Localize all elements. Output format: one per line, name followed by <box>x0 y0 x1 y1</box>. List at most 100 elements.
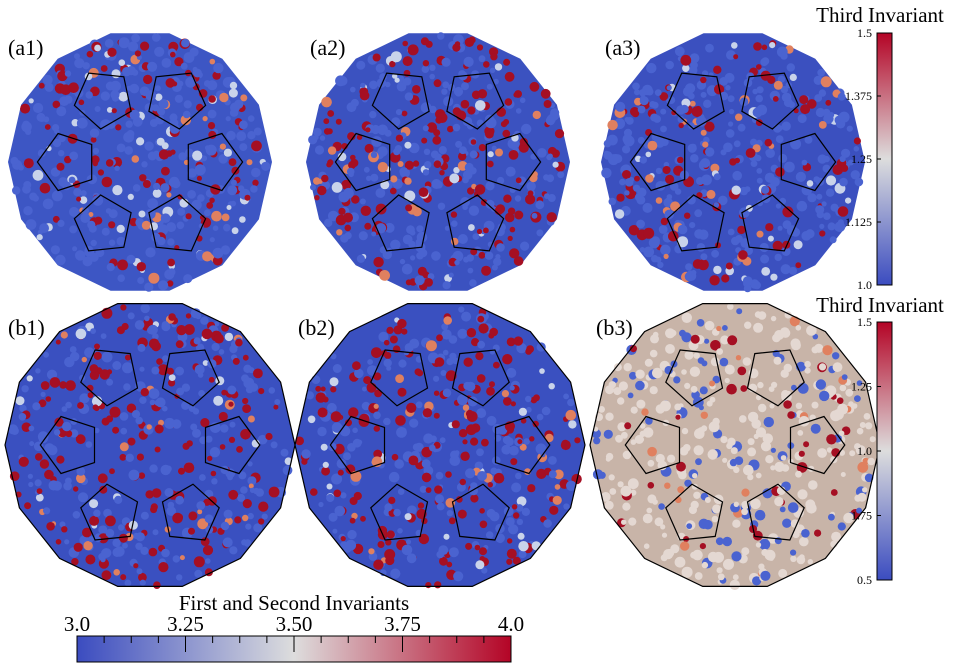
residue <box>236 131 246 141</box>
residue <box>62 422 71 431</box>
residue <box>495 63 502 70</box>
residue <box>406 225 415 234</box>
residue <box>110 90 119 99</box>
residue <box>149 388 160 399</box>
residue <box>229 158 237 166</box>
residue <box>631 407 638 414</box>
residue <box>242 515 248 521</box>
residue <box>675 46 685 56</box>
residue <box>213 248 224 259</box>
residue <box>239 216 246 223</box>
residue <box>694 209 702 217</box>
residue <box>227 185 237 195</box>
residue <box>776 135 784 143</box>
residue <box>744 322 751 329</box>
residue <box>77 402 84 409</box>
residue <box>137 262 146 271</box>
residue <box>221 522 229 530</box>
residue <box>675 557 686 568</box>
residue <box>646 63 656 73</box>
residue <box>301 459 307 465</box>
residue <box>781 264 791 274</box>
residue <box>122 323 129 330</box>
residue <box>39 223 49 233</box>
residue <box>93 510 100 517</box>
residue <box>239 143 247 151</box>
residue <box>352 361 361 370</box>
residue <box>140 304 150 314</box>
residue <box>470 150 478 158</box>
residue <box>203 545 213 555</box>
residue <box>745 186 751 192</box>
residue <box>658 503 665 510</box>
residue <box>501 445 511 455</box>
residue <box>527 484 535 492</box>
residue <box>51 245 60 254</box>
residue <box>505 98 513 106</box>
residue <box>814 530 821 537</box>
residue <box>65 380 76 391</box>
residue <box>516 108 522 114</box>
residue <box>819 89 826 96</box>
residue <box>517 519 523 525</box>
residue <box>837 404 848 415</box>
residue <box>202 329 213 340</box>
panel-label: (b3) <box>596 315 633 340</box>
residue <box>447 126 454 133</box>
residue <box>183 111 191 119</box>
residue <box>690 367 700 377</box>
residue <box>21 385 28 392</box>
residue <box>717 567 723 573</box>
residue <box>517 439 522 444</box>
residue <box>101 333 107 339</box>
residue <box>643 514 653 524</box>
residue <box>364 223 371 230</box>
residue <box>338 470 344 476</box>
residue <box>685 351 694 360</box>
residue <box>477 229 482 234</box>
residue <box>175 496 184 505</box>
residue <box>458 510 467 519</box>
residue <box>376 188 386 198</box>
residue <box>231 180 237 186</box>
residue <box>741 508 748 515</box>
residue <box>242 404 251 413</box>
residue <box>437 32 444 39</box>
residue <box>607 120 617 130</box>
residue <box>533 394 540 401</box>
residue <box>313 128 322 137</box>
residue <box>415 368 422 375</box>
residue <box>537 148 547 158</box>
residue <box>119 38 125 44</box>
residue <box>834 223 843 232</box>
colorbar-tick-label: 4.0 <box>498 612 524 636</box>
residue <box>117 260 128 271</box>
residue <box>265 433 272 440</box>
residue <box>405 513 412 520</box>
residue <box>839 112 850 123</box>
residue <box>197 176 202 181</box>
residue <box>120 412 129 421</box>
residue <box>775 167 785 177</box>
residue <box>183 274 192 283</box>
residue <box>55 255 66 266</box>
residue <box>467 328 476 337</box>
residue <box>685 263 692 270</box>
residue <box>224 510 233 519</box>
residue <box>106 159 114 167</box>
residue <box>647 494 656 503</box>
residue <box>682 567 693 578</box>
residue <box>424 161 431 168</box>
residue <box>136 137 144 145</box>
residue <box>147 62 157 72</box>
residue <box>248 115 255 122</box>
residue <box>87 221 95 229</box>
residue <box>773 124 782 133</box>
residue <box>79 100 85 106</box>
residue <box>98 473 108 483</box>
residue <box>301 449 310 458</box>
residue <box>490 68 495 73</box>
residue <box>423 60 429 66</box>
residue <box>480 521 488 529</box>
residue <box>78 492 88 502</box>
